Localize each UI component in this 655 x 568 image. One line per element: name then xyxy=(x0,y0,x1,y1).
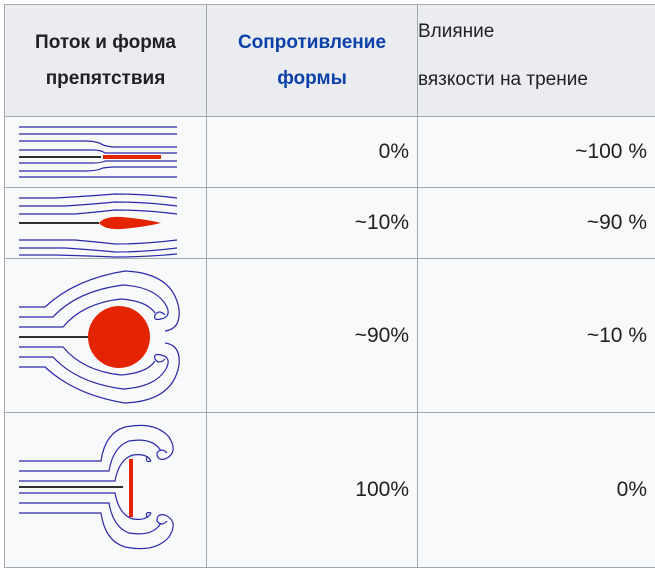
flow-diagram-cell xyxy=(5,259,207,413)
header-flow-shape: Поток и форма препятствия xyxy=(5,5,207,117)
flat-plate-perpendicular-icon xyxy=(5,413,207,567)
friction-value: 0% xyxy=(418,413,655,568)
table-row: 0% ~100 % xyxy=(5,117,655,188)
header-viscosity-friction: Влияние вязкости на трение xyxy=(418,5,655,117)
header-form-drag-link[interactable]: Сопротивление формы xyxy=(207,5,418,117)
header-row: Поток и форма препятствия Сопротивление … xyxy=(5,5,655,117)
header-viscosity-line2: вязкости на трение xyxy=(418,53,655,107)
form-drag-value: ~10% xyxy=(207,188,418,259)
form-drag-value: 100% xyxy=(207,413,418,568)
header-viscosity-line1: Влияние xyxy=(418,5,655,59)
flow-diagram-cell xyxy=(5,188,207,259)
friction-value: ~100 % xyxy=(418,117,655,188)
streamlined-body-icon xyxy=(5,188,207,258)
table-row: ~90% ~10 % xyxy=(5,259,655,413)
drag-comparison-table: Поток и форма препятствия Сопротивление … xyxy=(4,4,655,568)
table-row: ~10% ~90 % xyxy=(5,188,655,259)
sphere-icon xyxy=(5,259,207,412)
flow-diagram-cell xyxy=(5,117,207,188)
friction-value: ~90 % xyxy=(418,188,655,259)
form-drag-value: 0% xyxy=(207,117,418,188)
table-row: 100% 0% xyxy=(5,413,655,568)
flat-plate-parallel-icon xyxy=(5,117,207,187)
form-drag-value: ~90% xyxy=(207,259,418,413)
flow-diagram-cell xyxy=(5,413,207,568)
friction-value: ~10 % xyxy=(418,259,655,413)
